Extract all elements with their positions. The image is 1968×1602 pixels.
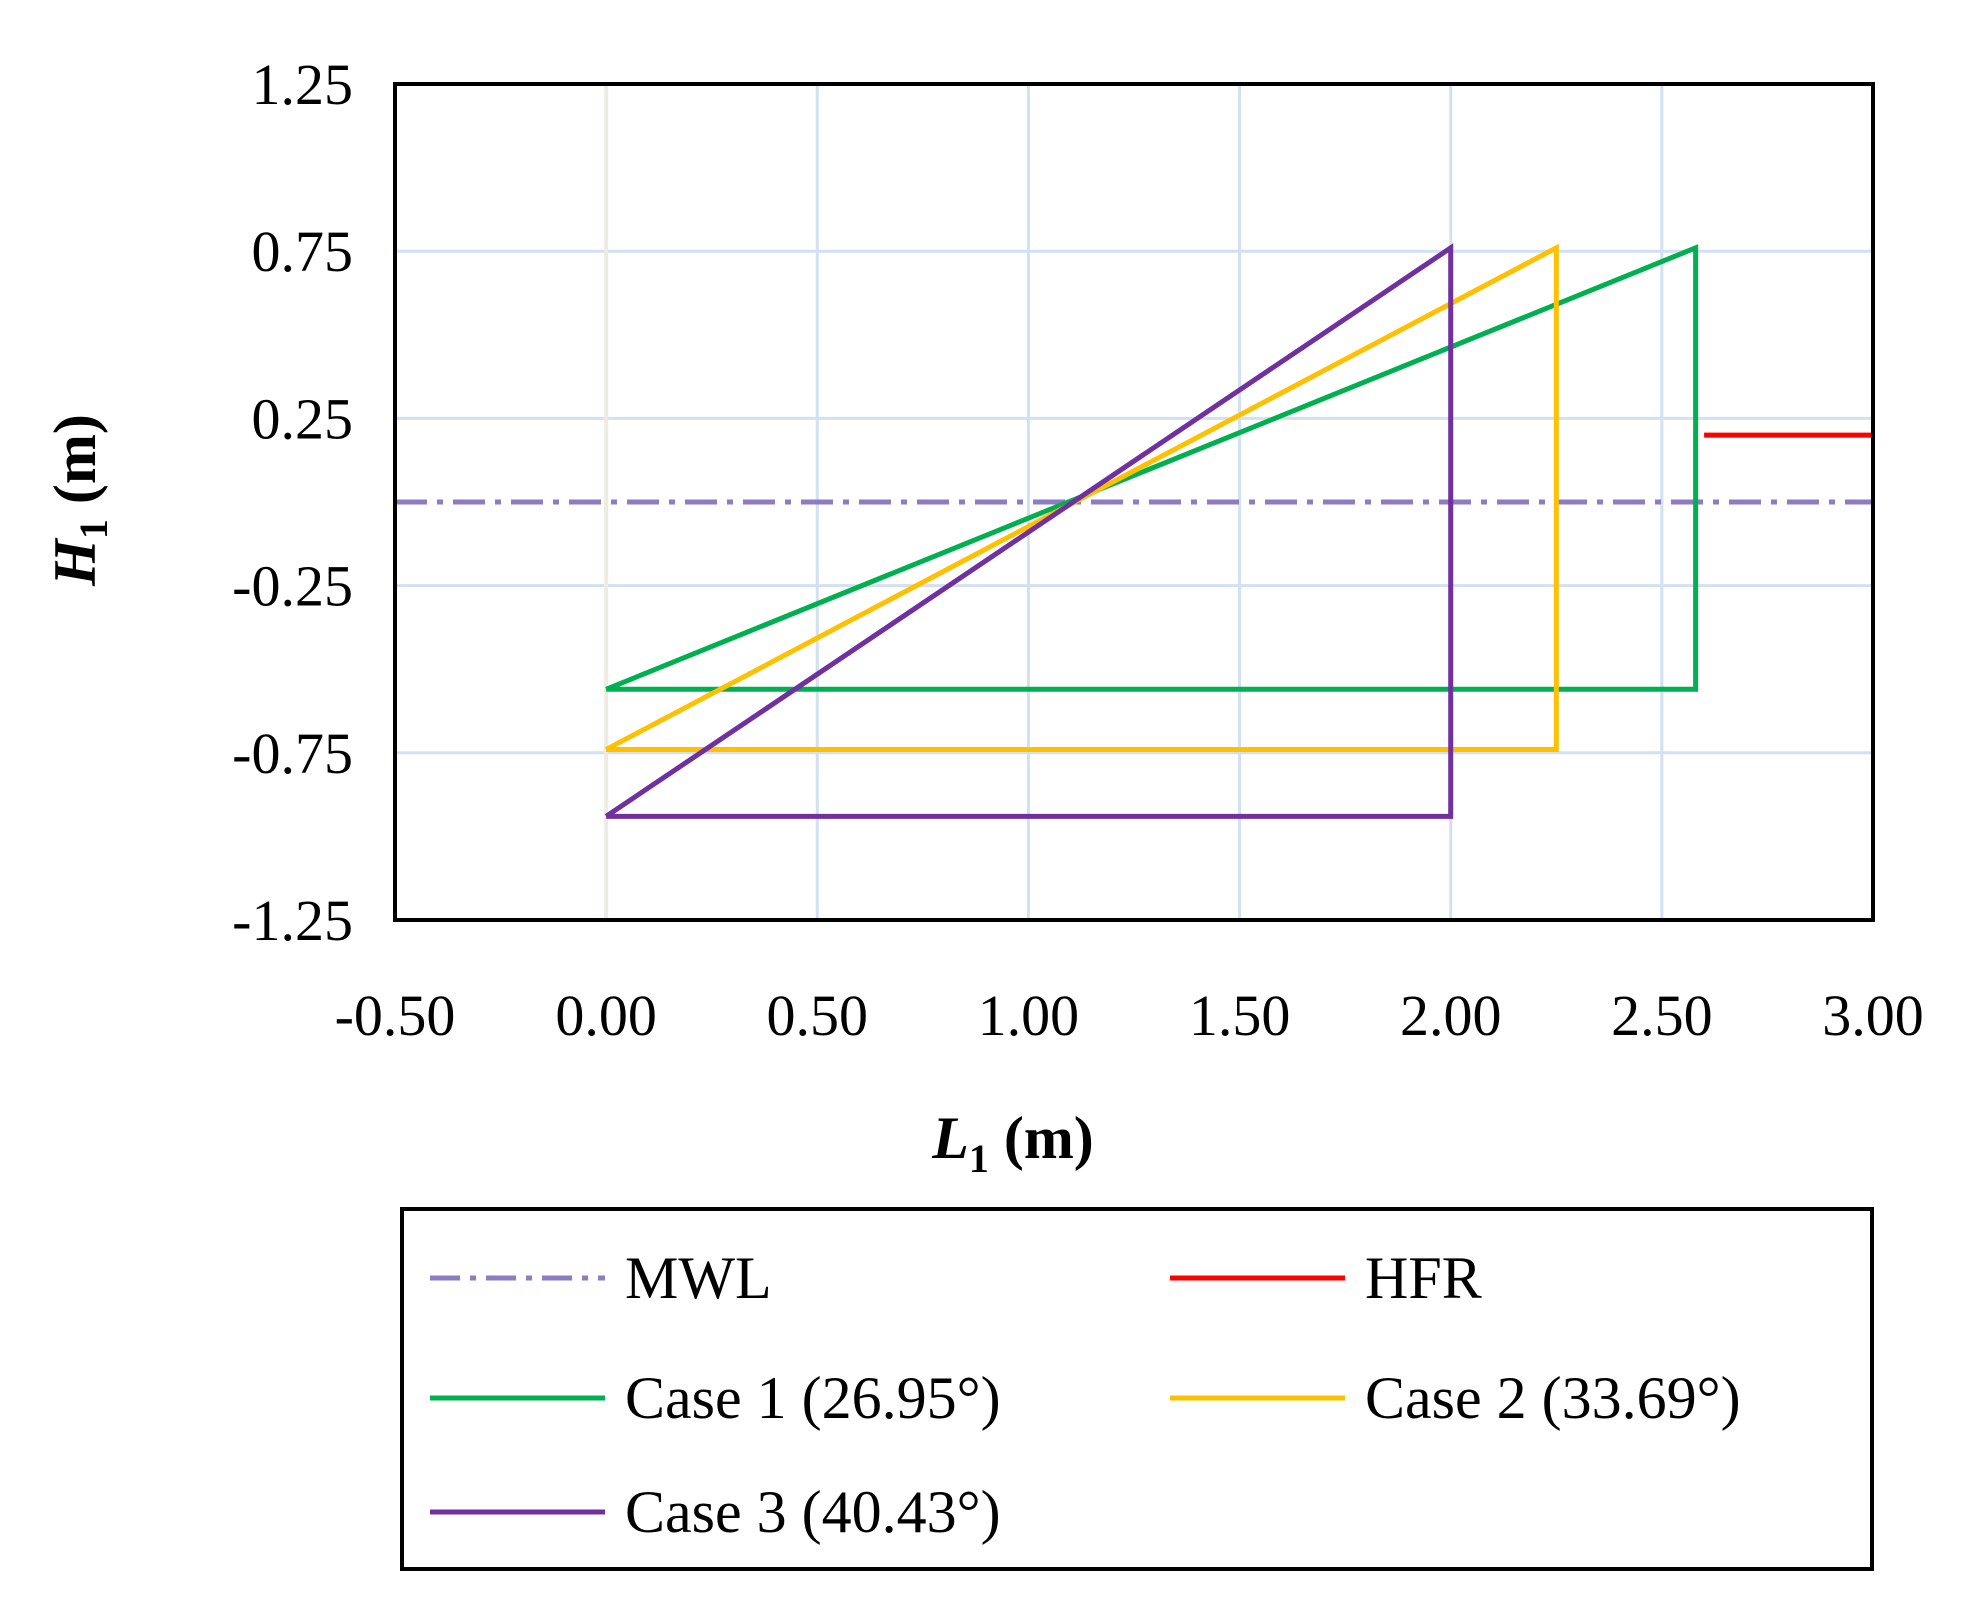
legend-label-2: Case 1 (26.95°) (625, 1365, 1001, 1431)
x-tick-label: -0.50 (335, 983, 456, 1048)
series-2-line (605, 244, 1699, 692)
y-tick-label: 0.75 (252, 219, 354, 284)
y-tick-label: -0.25 (232, 554, 353, 619)
x-axis-title: L1 (m) (931, 1105, 1094, 1181)
y-tick-label: -0.75 (232, 721, 353, 786)
y-tick-label: 1.25 (252, 52, 354, 117)
x-tick-label: 3.00 (1822, 983, 1924, 1048)
series-4-line (604, 243, 1454, 819)
x-tick-label: 0.00 (555, 983, 657, 1048)
legend: MWL HFR Case 1 (26.95°) Case 2 (33.69°) Case… (430, 1245, 1741, 1545)
legend-label-4: Case 3 (40.43°) (625, 1479, 1001, 1545)
x-tick-labels: -0.50 0.00 0.50 1.00 1.50 2.00 2.50 3.00 (335, 983, 1924, 1048)
x-tick-label: 2.00 (1400, 983, 1502, 1048)
series-group (395, 243, 1873, 819)
y-tick-label: -1.25 (232, 888, 353, 953)
plot-frame (393, 82, 1875, 922)
y-tick-label: 0.25 (252, 386, 354, 451)
legend-label-1: HFR (1365, 1245, 1482, 1311)
y-tick-labels: 1.25 0.75 0.25 -0.25 -0.75 -1.25 (232, 52, 353, 953)
x-tick-label: 2.50 (1611, 983, 1713, 1048)
legend-label-0: MWL (625, 1245, 772, 1311)
legend-box (400, 1207, 1874, 1571)
x-tick-label: 1.00 (978, 983, 1080, 1048)
legend-label-3: Case 2 (33.69°) (1365, 1365, 1741, 1431)
y-axis-title: H1 (m) (42, 414, 116, 587)
x-tick-label: 1.50 (1189, 983, 1291, 1048)
x-tick-label: 0.50 (767, 983, 869, 1048)
